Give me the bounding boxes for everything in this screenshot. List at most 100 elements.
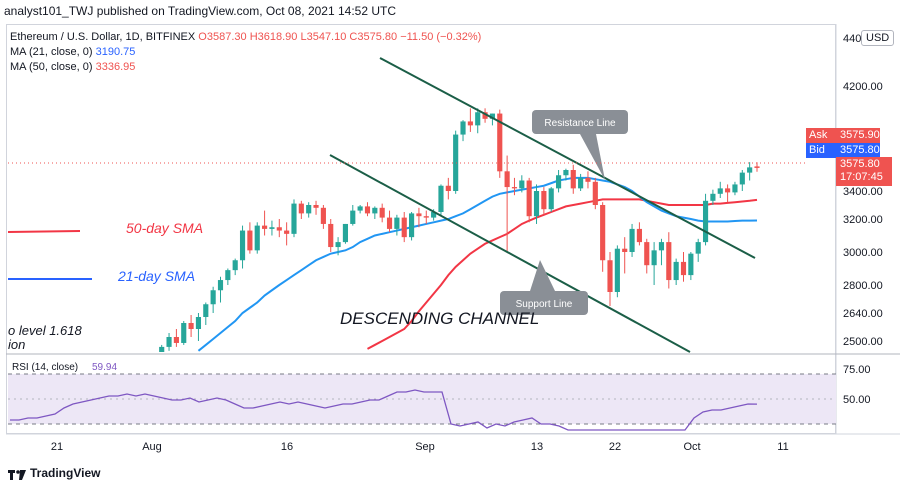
last-price-value: 3575.80 — [840, 158, 880, 170]
candle[interactable] — [269, 220, 275, 236]
candle[interactable] — [262, 210, 268, 236]
candle[interactable] — [585, 171, 591, 189]
candle[interactable] — [548, 187, 554, 212]
candle[interactable] — [489, 113, 495, 126]
candle[interactable] — [725, 184, 731, 203]
candle[interactable] — [658, 238, 665, 266]
candle-body — [467, 121, 473, 126]
candle[interactable] — [710, 189, 716, 205]
candle[interactable] — [570, 164, 576, 194]
candle[interactable] — [600, 202, 606, 272]
candle[interactable] — [357, 205, 363, 214]
candle[interactable] — [276, 219, 282, 238]
candle[interactable] — [732, 181, 738, 196]
candle[interactable] — [673, 258, 679, 285]
candle[interactable] — [372, 206, 378, 219]
candle[interactable] — [313, 200, 319, 215]
candle[interactable] — [629, 223, 635, 257]
candle[interactable] — [754, 162, 760, 172]
candle[interactable] — [166, 333, 172, 351]
candle[interactable] — [181, 321, 187, 345]
candle[interactable] — [717, 181, 723, 198]
candle[interactable] — [688, 252, 694, 281]
candle[interactable] — [320, 205, 326, 229]
candle[interactable] — [555, 170, 562, 193]
ma21-series-line[interactable] — [197, 176, 758, 352]
candle-body — [372, 207, 378, 214]
candle[interactable] — [195, 313, 202, 341]
candle[interactable] — [217, 276, 224, 303]
candle[interactable] — [445, 177, 451, 200]
candle[interactable] — [254, 222, 260, 254]
candle[interactable] — [239, 225, 246, 269]
candle[interactable] — [504, 155, 510, 252]
candle[interactable] — [578, 173, 584, 191]
chart-legend: Ethereum / U.S. Dollar, 1D, BITFINEX O35… — [10, 30, 481, 75]
candle[interactable] — [394, 214, 400, 236]
candle[interactable] — [563, 168, 569, 181]
candle[interactable] — [225, 268, 231, 286]
candle[interactable] — [460, 120, 466, 142]
candle[interactable] — [350, 205, 356, 226]
candle[interactable] — [680, 252, 687, 282]
candle[interactable] — [747, 162, 753, 181]
candle[interactable] — [409, 212, 415, 241]
candle[interactable] — [379, 203, 385, 223]
candle[interactable] — [342, 223, 349, 244]
candle[interactable] — [386, 210, 393, 233]
candle[interactable] — [401, 212, 407, 243]
candle[interactable] — [247, 222, 253, 254]
x-tick-label: 22 — [609, 441, 621, 453]
candle[interactable] — [614, 245, 620, 298]
candle[interactable] — [291, 199, 297, 238]
candle-body — [350, 210, 356, 224]
candle[interactable] — [666, 232, 672, 289]
resistance-callout[interactable]: Resistance Line — [532, 110, 628, 180]
candle[interactable] — [702, 193, 709, 246]
candle[interactable] — [438, 184, 444, 217]
support-callout[interactable]: Support Line — [500, 260, 588, 315]
candle[interactable] — [210, 286, 216, 313]
candle[interactable] — [364, 202, 371, 217]
ma50-series-line[interactable] — [367, 198, 758, 350]
candle[interactable] — [173, 329, 179, 347]
rsi-series-line[interactable] — [10, 389, 758, 431]
currency-button[interactable]: USD — [861, 30, 895, 46]
candle-body — [600, 205, 606, 261]
candle[interactable] — [298, 200, 304, 219]
candle[interactable] — [467, 108, 473, 132]
candle[interactable] — [416, 207, 422, 228]
bid-tag-value: 3575.80 — [840, 144, 880, 156]
candle[interactable] — [284, 222, 290, 246]
candle[interactable] — [475, 108, 481, 134]
candle[interactable] — [592, 177, 598, 210]
candle-body — [254, 225, 260, 251]
candle-body — [614, 248, 620, 292]
candle[interactable] — [636, 222, 642, 246]
candle[interactable] — [328, 219, 334, 252]
candle[interactable] — [526, 177, 532, 223]
channel-upper-line[interactable] — [379, 57, 756, 259]
candle[interactable] — [622, 237, 628, 274]
candle[interactable] — [739, 170, 745, 191]
footer-brand[interactable]: TradingView — [8, 466, 100, 480]
candle[interactable] — [423, 210, 429, 224]
candle[interactable] — [695, 238, 701, 262]
candle[interactable] — [482, 108, 488, 123]
channel-lower-line[interactable] — [329, 154, 691, 353]
candle[interactable] — [306, 202, 312, 218]
candle[interactable] — [453, 130, 459, 194]
candle[interactable] — [511, 177, 518, 196]
candle[interactable] — [159, 344, 165, 352]
candle[interactable] — [541, 187, 547, 215]
candle[interactable] — [607, 252, 613, 306]
candle[interactable] — [203, 302, 209, 326]
candle[interactable] — [232, 258, 238, 276]
candle[interactable] — [519, 175, 525, 193]
candle[interactable] — [644, 238, 650, 274]
candle[interactable] — [533, 184, 540, 224]
candle[interactable] — [651, 242, 657, 285]
candle[interactable] — [335, 237, 341, 256]
candle[interactable] — [188, 315, 194, 337]
